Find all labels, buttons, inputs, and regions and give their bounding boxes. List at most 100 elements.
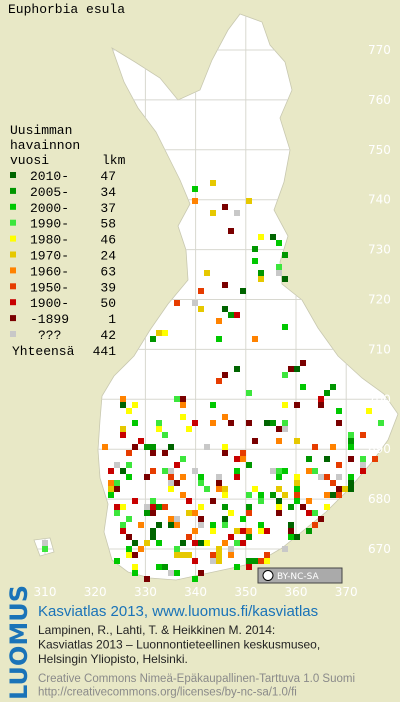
observation-square <box>264 420 270 426</box>
y-grid-label: 670 <box>368 542 391 556</box>
observation-square <box>42 540 48 546</box>
headline: Kasviatlas 2013, www.luomus.fi/kasviatla… <box>38 603 318 620</box>
observation-square <box>108 492 114 498</box>
observation-square <box>252 558 258 564</box>
observation-square <box>114 510 120 516</box>
observation-square <box>336 486 342 492</box>
observation-square <box>114 480 120 486</box>
observation-square <box>168 522 174 528</box>
observation-square <box>150 528 156 534</box>
observation-square <box>198 522 204 528</box>
observation-square <box>336 420 342 426</box>
observation-square <box>288 522 294 528</box>
observation-square <box>216 378 222 384</box>
observation-square <box>132 420 138 426</box>
observation-square <box>222 372 228 378</box>
observation-square <box>132 552 138 558</box>
observation-square <box>162 432 168 438</box>
legend-count: 37 <box>100 201 116 216</box>
observation-square <box>180 552 186 558</box>
observation-square <box>210 420 216 426</box>
observation-square <box>198 516 204 522</box>
observation-square <box>258 558 264 564</box>
observation-square <box>246 462 252 468</box>
observation-square <box>192 576 198 582</box>
y-grid-label: 750 <box>368 143 391 157</box>
observation-square <box>276 510 282 516</box>
observation-square <box>192 540 198 546</box>
observation-square <box>348 486 354 492</box>
observation-square <box>252 246 258 252</box>
observation-square <box>168 486 174 492</box>
observation-square <box>198 480 204 486</box>
legend-count: 1 <box>108 312 116 327</box>
observation-square <box>114 504 120 510</box>
observation-square <box>186 552 192 558</box>
observation-square <box>348 444 354 450</box>
observation-square <box>252 258 258 264</box>
observation-square <box>126 474 132 480</box>
observation-square <box>162 564 168 570</box>
observation-square <box>198 306 204 312</box>
legend-swatch <box>10 315 16 322</box>
observation-square <box>126 516 132 522</box>
observation-square <box>132 444 138 450</box>
observation-square <box>282 546 288 552</box>
observation-square <box>198 474 204 480</box>
observation-square <box>306 510 312 516</box>
observation-square <box>258 234 264 240</box>
observation-square <box>264 528 270 534</box>
observation-square <box>156 330 162 336</box>
observation-square <box>300 504 306 510</box>
observation-square <box>102 444 108 450</box>
legend-count: 47 <box>100 169 116 184</box>
observation-square <box>258 276 264 282</box>
y-grid-label: 710 <box>368 342 391 356</box>
observation-square <box>204 444 210 450</box>
observation-square <box>198 504 204 510</box>
observation-square <box>180 402 186 408</box>
observation-square <box>294 402 300 408</box>
y-grid-label: 740 <box>368 193 391 207</box>
observation-square <box>276 498 282 504</box>
legend-count: 42 <box>100 328 116 343</box>
observation-square <box>162 504 168 510</box>
legend-total-label: Yhteensä <box>12 344 75 359</box>
observation-square <box>168 516 174 522</box>
observation-square <box>282 420 288 426</box>
observation-square <box>150 468 156 474</box>
observation-square <box>138 438 144 444</box>
observation-square <box>180 396 186 402</box>
observation-square <box>144 510 150 516</box>
observation-square <box>306 456 312 462</box>
observation-square <box>348 438 354 444</box>
legend-label: 1960- <box>30 264 69 279</box>
x-grid-label: 330 <box>134 585 157 599</box>
observation-square <box>114 486 120 492</box>
legend-label: ??? <box>38 328 61 343</box>
legend-count: 58 <box>100 217 116 232</box>
legend-heading: Uusimman <box>10 123 72 138</box>
observation-square <box>282 252 288 258</box>
observation-square <box>276 474 282 480</box>
observation-square <box>144 504 150 510</box>
observation-square <box>222 306 228 312</box>
observation-square <box>180 492 186 498</box>
observation-square <box>186 510 192 516</box>
observation-square <box>210 210 216 216</box>
observation-square <box>138 522 144 528</box>
observation-square <box>330 492 336 498</box>
observation-square <box>126 408 132 414</box>
observation-square <box>120 402 126 408</box>
observation-square <box>276 270 282 276</box>
observation-square <box>360 462 366 468</box>
observation-square <box>366 408 372 414</box>
observation-square <box>294 474 300 480</box>
observation-square <box>276 426 282 432</box>
observation-square <box>120 396 126 402</box>
observation-square <box>240 528 246 534</box>
observation-square <box>246 504 252 510</box>
observation-square <box>222 414 228 420</box>
observation-square <box>150 510 156 516</box>
legend-label: 1970- <box>30 249 69 264</box>
